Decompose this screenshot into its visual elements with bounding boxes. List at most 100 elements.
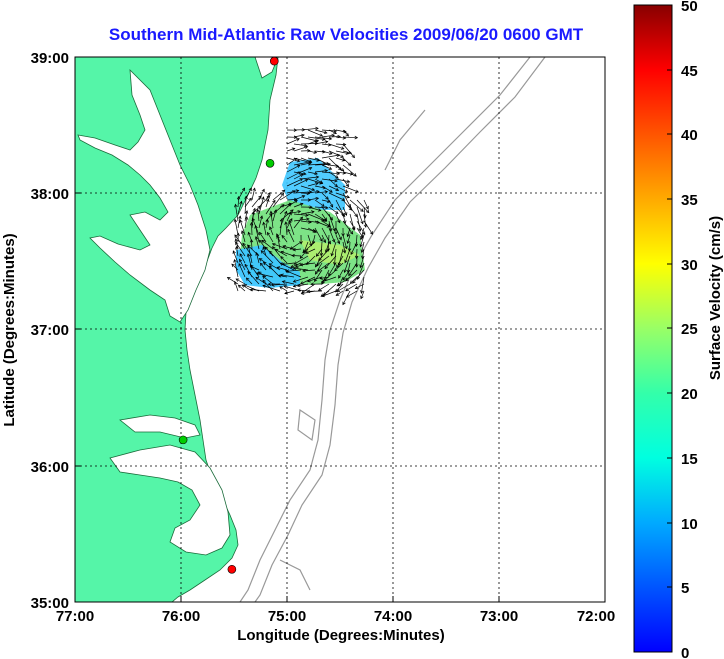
velocity-arrow bbox=[342, 136, 358, 139]
velocity-arrow bbox=[293, 267, 309, 271]
velocity-arrow bbox=[269, 250, 281, 264]
velocity-arrow-head bbox=[244, 210, 249, 214]
velocity-arrow-head bbox=[240, 230, 245, 234]
velocity-arrow bbox=[355, 283, 365, 289]
velocity-arrow-head bbox=[296, 283, 301, 288]
velocity-arrow-head bbox=[309, 205, 313, 209]
velocity-arrow-head bbox=[321, 279, 325, 283]
velocity-arrow bbox=[256, 252, 260, 264]
x-tick-label: 75:00 bbox=[268, 608, 306, 625]
velocity-arrow bbox=[314, 129, 327, 134]
velocity-arrow-head bbox=[334, 210, 339, 215]
velocity-arrow-head bbox=[311, 187, 316, 192]
velocity-arrow bbox=[323, 283, 337, 296]
velocity-arrow bbox=[267, 232, 274, 243]
velocity-arrow bbox=[307, 139, 319, 145]
y-tick-label: 38:00 bbox=[31, 186, 69, 203]
velocity-arrow bbox=[300, 167, 312, 173]
velocity-arrow bbox=[321, 192, 329, 200]
velocity-arrow bbox=[335, 136, 346, 139]
velocity-arrow-head bbox=[234, 238, 238, 242]
velocity-arrow bbox=[335, 171, 346, 174]
velocity-arrow bbox=[318, 248, 330, 261]
velocity-arrow-head bbox=[269, 250, 273, 255]
velocity-arrow-head bbox=[340, 146, 345, 150]
velocity-arrow-head bbox=[342, 276, 346, 281]
velocity-arrow-head bbox=[355, 189, 359, 193]
velocity-arrow bbox=[314, 227, 323, 242]
colorbar-tick-label: 5 bbox=[681, 580, 689, 597]
velocity-arrow bbox=[293, 203, 304, 208]
velocity-arrow-head bbox=[305, 213, 309, 217]
velocity-arrow bbox=[335, 199, 345, 216]
velocity-arrow bbox=[307, 136, 326, 140]
velocity-arrow bbox=[286, 218, 293, 229]
velocity-arrow bbox=[265, 246, 274, 257]
velocity-arrow-head bbox=[306, 289, 311, 294]
velocity-arrow bbox=[314, 150, 326, 153]
velocity-arrow bbox=[286, 212, 292, 222]
velocity-arrow bbox=[286, 164, 301, 173]
velocity-arrow-head bbox=[359, 243, 363, 248]
velocity-arrow-head bbox=[284, 269, 289, 274]
velocity-arrow-head bbox=[275, 233, 280, 237]
velocity-arrow bbox=[347, 227, 351, 237]
colorbar-tick-label: 35 bbox=[681, 192, 698, 209]
velocity-arrow-head bbox=[335, 187, 340, 191]
velocity-arrow bbox=[335, 150, 349, 154]
velocity-arrow bbox=[279, 190, 296, 201]
velocity-arrow-head bbox=[303, 143, 308, 148]
velocity-arrow-head bbox=[319, 276, 323, 280]
velocity-arrow bbox=[232, 250, 239, 264]
velocity-arrow bbox=[300, 211, 315, 215]
velocity-arrow-head bbox=[362, 231, 366, 236]
velocity-arrow-head bbox=[262, 261, 267, 266]
velocity-arrow bbox=[239, 219, 246, 236]
velocity-arrow bbox=[335, 227, 342, 240]
velocity-arrow-head bbox=[344, 189, 349, 193]
velocity-arrow bbox=[293, 218, 309, 222]
velocity-arrow bbox=[321, 150, 333, 155]
velocity-arrow bbox=[336, 283, 351, 292]
velocity-arrow bbox=[300, 127, 319, 131]
velocity-arrow bbox=[342, 150, 352, 154]
velocity-arrow bbox=[349, 206, 358, 217]
velocity-arrow-head bbox=[292, 284, 297, 288]
velocity-arrow-head bbox=[238, 215, 242, 220]
velocity-arrow-head bbox=[295, 189, 300, 193]
velocity-arrow bbox=[234, 281, 239, 292]
velocity-arrow bbox=[293, 213, 309, 216]
velocity-arrow-head bbox=[321, 203, 325, 207]
velocity-arrow-head bbox=[299, 202, 304, 207]
velocity-arrow bbox=[363, 220, 373, 235]
velocity-arrow-head bbox=[335, 175, 339, 179]
velocity-arrow bbox=[293, 171, 306, 175]
velocity-arrow-head bbox=[279, 286, 283, 290]
velocity-arrow bbox=[280, 262, 295, 271]
velocity-arrow bbox=[307, 182, 319, 187]
velocity-arrow-head bbox=[261, 188, 265, 193]
velocity-arrow-head bbox=[299, 262, 304, 267]
velocity-arrow bbox=[342, 199, 352, 211]
velocity-arrow bbox=[291, 255, 302, 257]
velocity-arrow bbox=[260, 250, 274, 264]
velocity-arrow bbox=[255, 277, 267, 285]
velocity-arrow-head bbox=[271, 283, 275, 287]
velocity-arrow-head bbox=[262, 221, 266, 226]
velocity-arrow bbox=[321, 143, 331, 146]
velocity-arrow-head bbox=[345, 277, 350, 282]
velocity-arrow bbox=[293, 255, 309, 265]
velocity-arrow-head bbox=[354, 255, 359, 260]
velocity-arrow bbox=[324, 255, 337, 269]
velocity-arrow bbox=[261, 240, 274, 250]
velocity-arrow-head bbox=[259, 231, 263, 236]
velocity-arrow-head bbox=[351, 154, 355, 159]
velocity-arrow-head bbox=[254, 224, 258, 229]
velocity-arrow-head bbox=[315, 126, 319, 131]
colorbar-tick-label: 10 bbox=[681, 516, 698, 533]
velocity-arrow bbox=[307, 163, 326, 166]
velocity-arrow-head bbox=[344, 259, 348, 264]
velocity-arrow-head bbox=[251, 210, 256, 215]
velocity-arrow bbox=[342, 220, 353, 235]
velocity-arrow-head bbox=[356, 276, 361, 280]
